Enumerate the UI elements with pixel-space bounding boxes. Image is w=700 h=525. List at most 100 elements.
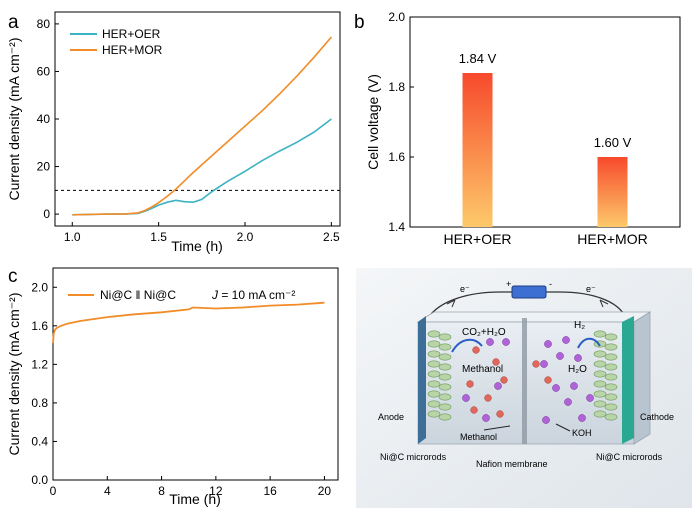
series-line-her-mor (72, 36, 333, 216)
y-axis-label-a: Current density (mA cm⁻²) (6, 38, 22, 201)
plot-frame-b (409, 16, 681, 228)
electron-label-left: e⁻ (460, 284, 470, 294)
microrod-left (427, 400, 441, 408)
x-tick-label-a: 2.5 (323, 230, 340, 244)
microrod-left (438, 353, 452, 361)
microrod-right (604, 403, 618, 411)
koh-ion (494, 382, 502, 390)
reaction-arrow-cathode-icon (577, 337, 601, 349)
microrod-right (593, 370, 607, 378)
y-tick-label-b: 1.6 (388, 150, 405, 164)
microrod-right (604, 373, 618, 381)
microrod-right (593, 360, 607, 368)
x-category-label-b: HER+OER (443, 231, 511, 247)
microrod-right (593, 390, 607, 398)
battery-minus: - (549, 279, 552, 289)
series-lines-a (72, 36, 333, 216)
y-tick-label-c: 2.0 (31, 280, 48, 294)
koh-ion (556, 352, 564, 360)
axes-a: 1.0 1.5 2.0 2.5 0 20 40 60 80 (37, 17, 340, 244)
x-axis-label-a: Time (h) (171, 238, 223, 254)
x-tick-label-c: 12 (209, 484, 223, 498)
microrod-left (438, 393, 452, 401)
microrod-right (593, 400, 607, 408)
microrod-left (438, 333, 452, 341)
koh-ion (540, 360, 548, 368)
bars-b: 1.84 V 1.60 V (459, 51, 632, 227)
koh-pointer-left-icon (483, 425, 511, 431)
koh-ion (542, 416, 550, 424)
plot-frame-c (52, 267, 339, 481)
methanol-molecule (500, 376, 508, 384)
microrod-left (427, 380, 441, 388)
microrod-left (438, 363, 452, 371)
legend-label-nic: Ni@C ‖ Ni@C (100, 288, 176, 302)
microrod-right (604, 343, 618, 351)
koh-ion (562, 336, 570, 344)
panel-label-a: a (8, 12, 19, 33)
koh-ion (586, 394, 594, 402)
cathode-plate (622, 316, 634, 444)
koh-ion (564, 398, 572, 406)
koh-ion (544, 340, 552, 348)
panel-a: a 1.0 1.5 2.0 2.5 0 20 40 60 80 Time (h) Current… (6, 11, 341, 254)
microrod-right (604, 333, 618, 341)
microrod-left (438, 383, 452, 391)
methanol-molecule (544, 376, 552, 384)
koh-ion (486, 338, 494, 346)
microrod-right (593, 330, 607, 338)
koh-ion (578, 414, 586, 422)
molecules (462, 336, 594, 424)
bar-her-oer (462, 73, 493, 227)
x-tick-label-a: 1.0 (64, 230, 81, 244)
electron-label-right: e⁻ (586, 284, 596, 294)
axes-c: 0 4 8 12 16 20 0.0 0.4 0.8 1.2 1.6 2.0 (31, 280, 331, 498)
koh-pointer-right-icon (555, 423, 571, 432)
nafion-membrane (522, 318, 527, 444)
legend-c: Ni@C ‖ Ni@C J = 10 mA cm⁻² (68, 288, 295, 302)
label-cathode: Cathode (640, 412, 674, 422)
microrod-left (427, 350, 441, 358)
bar-value-label: 1.84 V (459, 51, 497, 66)
microrod-right (593, 350, 607, 358)
y-tick-label-b: 2.0 (388, 10, 405, 24)
methanol-molecule (484, 394, 492, 402)
y-tick-label-c: 1.6 (31, 319, 48, 333)
methanol-molecule (532, 360, 540, 368)
koh-ion (482, 414, 490, 422)
battery-plus: + (506, 279, 511, 289)
microrod-left (427, 340, 441, 348)
microrods-right (593, 330, 618, 421)
x-tick-label-c: 16 (263, 484, 277, 498)
koh-ion (462, 394, 470, 402)
y-tick-label-c: 0.4 (31, 434, 48, 448)
label-methanol-upper: Methanol (462, 364, 503, 375)
series-line-her-oer (72, 118, 332, 216)
label-co2-h2o: CO₂+H₂O (462, 327, 506, 338)
annotation-value: = 10 mA cm⁻² (218, 288, 295, 302)
microrod-left (438, 343, 452, 351)
label-anode: Anode (378, 412, 404, 422)
electron-arrow-right-icon (599, 299, 609, 308)
methanol-molecule (492, 358, 500, 366)
y-tick-label-c: 1.2 (31, 357, 48, 371)
axes-b: 1.4 1.6 1.8 2.0 HER+OER HER+MOR (388, 10, 647, 247)
bar-value-label: 1.60 V (594, 135, 632, 150)
plot-frame-a (54, 11, 341, 227)
microrod-left (438, 373, 452, 381)
microrod-left (427, 410, 441, 418)
microrod-right (593, 410, 607, 418)
x-tick-label-a: 1.5 (150, 230, 167, 244)
microrod-right (604, 353, 618, 361)
y-tick-label-a: 0 (43, 207, 50, 221)
panel-b: b 1.4 1.6 1.8 2.0 HER+OER HER+MOR 1.84 V 1.60 … (354, 10, 681, 247)
y-tick-label-a: 20 (37, 160, 51, 174)
x-tick-label-a: 2.0 (237, 230, 254, 244)
microrod-left (427, 370, 441, 378)
koh-ion (574, 354, 582, 362)
y-axis-label-b: Cell voltage (V) (365, 74, 381, 170)
label-methanol-lower: Methanol (460, 432, 497, 442)
x-tick-label-c: 8 (158, 484, 165, 498)
circuit-wire-left (427, 291, 512, 319)
